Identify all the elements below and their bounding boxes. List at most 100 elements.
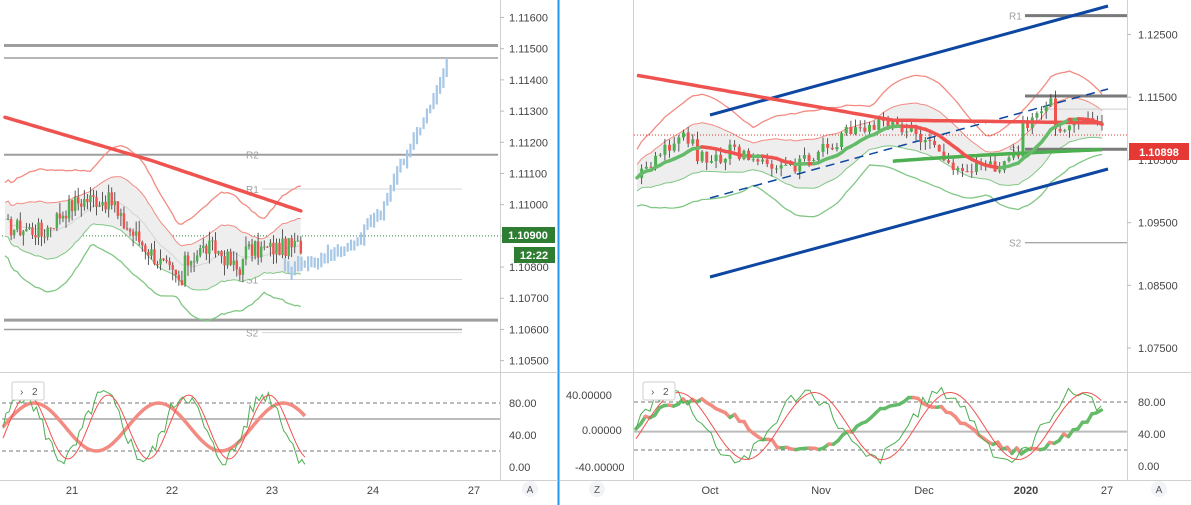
- right-osc-legend[interactable]: › 2: [642, 381, 676, 401]
- left-candle-body: [46, 227, 49, 237]
- right-candle-body: [733, 144, 737, 147]
- right-candle-body: [937, 144, 941, 152]
- right-candle-body: [914, 128, 918, 134]
- left-upper-band: [4, 144, 301, 225]
- left-candle-body: [220, 251, 223, 257]
- left-forecast-bar: [422, 117, 425, 130]
- right-candle-body: [877, 118, 881, 130]
- left-time-axis[interactable]: 21 22 23 24 27: [66, 485, 480, 497]
- right-candle-body: [1007, 157, 1011, 162]
- right-candle-body: [895, 121, 899, 125]
- right-candle-body: [988, 161, 992, 165]
- left-forecast-bar: [412, 132, 415, 150]
- right-zoom-button[interactable]: Z: [589, 481, 605, 497]
- left-y-tick-label: 1.10700: [509, 293, 549, 305]
- right-candle-body: [784, 164, 788, 166]
- left-x-tick-label: 21: [66, 485, 78, 497]
- left-candle-body: [256, 241, 260, 258]
- left-level-label: R1: [246, 185, 259, 196]
- left-osc-tick: 0.00: [509, 462, 530, 474]
- right-osc-left-tick: 40.00000: [566, 390, 612, 402]
- left-forecast-bar: [429, 104, 432, 114]
- left-candle-body: [58, 213, 62, 219]
- left-candle-body: [77, 197, 80, 204]
- left-forecast-bar: [326, 244, 329, 264]
- right-y-tick-label: 1.08500: [1138, 280, 1178, 292]
- left-lower-band-inner: [4, 223, 301, 291]
- left-candle-body: [241, 259, 245, 275]
- right-candle-body: [663, 144, 667, 155]
- right-osc-d: [635, 391, 1102, 461]
- left-forecast-bar: [349, 239, 353, 251]
- right-chart-panel[interactable]: [560, 0, 1191, 481]
- left-forecast-bar: [445, 58, 448, 78]
- left-candle-body: [290, 238, 293, 247]
- left-forecast-bar: [303, 260, 306, 268]
- right-candle-body: [909, 128, 913, 132]
- right-time-axis[interactable]: Oct Nov Dec 2020 27: [701, 485, 1113, 497]
- left-forecast-bar: [307, 256, 310, 272]
- left-countdown-tag: 12:22: [514, 247, 555, 263]
- left-candle-body: [55, 213, 59, 229]
- left-candle-body: [244, 246, 248, 260]
- left-candle-body: [16, 220, 19, 230]
- right-candle-body: [775, 168, 778, 170]
- left-x-tick-label: 27: [468, 485, 480, 497]
- right-candle-body: [812, 159, 816, 161]
- left-upper-band-inner: [4, 176, 301, 247]
- svg-text:Z: Z: [594, 485, 600, 496]
- right-candle-body: [793, 163, 797, 172]
- left-forecast-bar: [376, 209, 379, 222]
- left-auto-scale-button[interactable]: A: [522, 481, 538, 497]
- right-osc-tick: 40.00: [1138, 429, 1166, 441]
- left-forecast-bar: [382, 201, 386, 221]
- left-candle-body: [214, 240, 217, 254]
- left-candle-body: [70, 200, 74, 212]
- left-forecast-bar: [409, 143, 412, 158]
- right-candle-body: [719, 154, 723, 163]
- left-level-label: S1: [246, 276, 259, 287]
- left-candle-body: [6, 219, 10, 221]
- right-auto-scale-button[interactable]: A: [1151, 481, 1167, 497]
- right-candle-body: [737, 146, 741, 160]
- left-candle-body: [83, 198, 86, 207]
- right-trend-channel[interactable]: [709, 4, 1109, 279]
- left-candle-body: [174, 269, 177, 275]
- right-stochastic-oscillator: 40.00000 0.00000 -40.00000 80.00 40.00 0.00: [566, 386, 1166, 474]
- right-candle-body: [905, 131, 909, 133]
- left-candle-body: [186, 255, 190, 266]
- left-stochastic-oscillator: 80.00 40.00 0.00: [1, 387, 537, 474]
- left-y-tick-label: 1.11200: [509, 137, 548, 149]
- left-forecast-bar: [432, 92, 435, 110]
- left-forecast-bar: [415, 127, 419, 145]
- left-forecast-bar: [330, 249, 333, 262]
- left-candle-body: [278, 242, 281, 256]
- right-fast-ma-segment: [1095, 120, 1104, 127]
- left-candle-body: [107, 192, 110, 210]
- left-osc-legend[interactable]: › 2: [11, 381, 45, 401]
- right-x-tick-label: 27: [1101, 485, 1113, 497]
- right-candle-body: [886, 120, 890, 129]
- left-candle-body: [266, 246, 269, 248]
- left-candle-body: [37, 222, 40, 238]
- right-candle-body: [826, 143, 830, 148]
- right-price-axis[interactable]: 1.125001.115001.105001.095001.085001.075…: [1127, 29, 1178, 355]
- right-candle-body: [695, 139, 699, 162]
- left-forecast-bar: [320, 252, 323, 268]
- right-lower-band: [636, 153, 1103, 218]
- left-candle-body: [260, 246, 263, 258]
- right-level-label: S1: [1009, 145, 1022, 156]
- left-forecast-bar: [389, 184, 392, 202]
- left-forecast-bar: [336, 244, 339, 257]
- left-x-tick-label: 22: [166, 485, 178, 497]
- right-x-tick-label: Oct: [701, 485, 718, 497]
- left-candle-body: [284, 238, 287, 257]
- left-candle-body: [189, 261, 193, 266]
- right-candle-body: [668, 144, 672, 151]
- left-forecast-bar: [359, 232, 362, 245]
- left-level-label: R2: [246, 151, 259, 162]
- right-candle-body: [1044, 105, 1048, 112]
- left-candle-body: [162, 258, 165, 261]
- right-candle-body: [1035, 113, 1039, 118]
- right-candle-body: [649, 166, 653, 168]
